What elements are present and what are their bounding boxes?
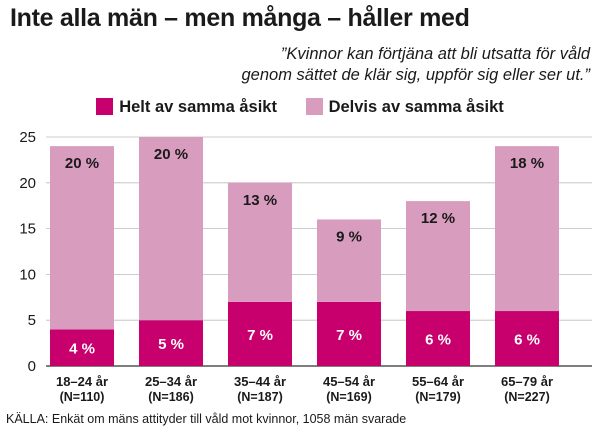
x-category-sublabel: (N=179) [415, 390, 461, 404]
data-label-delvis: 9 % [336, 228, 362, 245]
data-label-delvis: 12 % [421, 210, 455, 227]
chart-subtitle: ”Kvinnor kan förtjäna att bli utsatta fö… [0, 44, 591, 86]
x-category-sublabel: (N=186) [148, 390, 194, 404]
y-tick-label: 20 [19, 175, 36, 192]
bar-segment-delvis [495, 146, 559, 312]
data-label-helt: 5 % [158, 336, 184, 353]
bar-segment-helt [495, 311, 559, 366]
data-label-delvis: 18 % [510, 155, 544, 172]
data-label-helt: 6 % [425, 332, 451, 349]
legend-item-delvis: Delvis av samma åsikt [305, 98, 504, 117]
x-category-label: 35–44 år [234, 374, 286, 389]
source-note: KÄLLA: Enkät om mäns attityder till våld… [6, 412, 407, 426]
bar-segment-delvis [317, 219, 381, 302]
data-label-delvis: 20 % [154, 146, 188, 163]
x-category-sublabel: (N=169) [326, 390, 372, 404]
data-label-delvis: 13 % [243, 192, 277, 209]
bar-segment-delvis [406, 201, 470, 312]
legend-swatch-delvis [305, 98, 323, 116]
legend-item-helt: Helt av samma åsikt [96, 98, 277, 117]
bar-segment-helt [317, 301, 381, 366]
x-category-label: 45–54 år [323, 374, 375, 389]
bars: 4 % 20 % 5 % 20 % 7 % 13 % 7 % 9 % 6 % 12 % 6 % 18 … [50, 137, 559, 366]
bar-segment-helt [50, 329, 114, 366]
y-tick-label: 5 [28, 312, 36, 329]
data-label-helt: 4 % [69, 341, 95, 358]
y-tick-label: 15 [19, 221, 36, 238]
legend-label-helt: Helt av samma åsikt [119, 98, 277, 117]
data-label-helt: 7 % [336, 327, 362, 344]
subtitle-line-2: genom sättet de klär sig, uppför sig ell… [241, 66, 591, 84]
x-category-label: 18–24 år [56, 374, 108, 389]
y-tick-label: 10 [19, 266, 36, 283]
x-category-label: 25–34 år [145, 374, 197, 389]
legend: Helt av samma åsikt Delvis av samma åsik… [0, 98, 600, 117]
x-category-sublabel: (N=110) [60, 390, 105, 404]
bar-segment-helt [228, 301, 292, 366]
y-tick-label: 25 [19, 129, 36, 146]
data-label-delvis: 20 % [65, 155, 99, 172]
legend-swatch-helt [96, 98, 114, 116]
bar-segment-delvis [228, 182, 292, 302]
bar-segment-helt [139, 320, 203, 366]
bar-segment-helt [406, 311, 470, 366]
x-category-sublabel: (N=187) [237, 390, 283, 404]
bar-segment-delvis [50, 146, 114, 330]
bar-segment-delvis [139, 137, 203, 321]
x-category-label: 65–79 år [501, 374, 553, 389]
bar-chart: 4 % 20 % 5 % 20 % 7 % 13 % 7 % 9 % 6 % 12 % 6 % 18 … [19, 129, 592, 404]
subtitle-line-1: ”Kvinnor kan förtjäna att bli utsatta fö… [280, 45, 590, 63]
data-label-helt: 7 % [247, 327, 273, 344]
legend-label-delvis: Delvis av samma åsikt [328, 98, 504, 117]
x-category-sublabel: (N=227) [504, 390, 550, 404]
x-category-label: 55–64 år [412, 374, 464, 389]
y-tick-label: 0 [28, 358, 36, 375]
axis-labels: 0 5 10 15 20 25 18–24 år(N=110) 25–34 år(N=186)… [19, 129, 553, 404]
data-label-helt: 6 % [514, 332, 540, 349]
chart-title: Inte alla män – men många – håller med [10, 4, 470, 32]
